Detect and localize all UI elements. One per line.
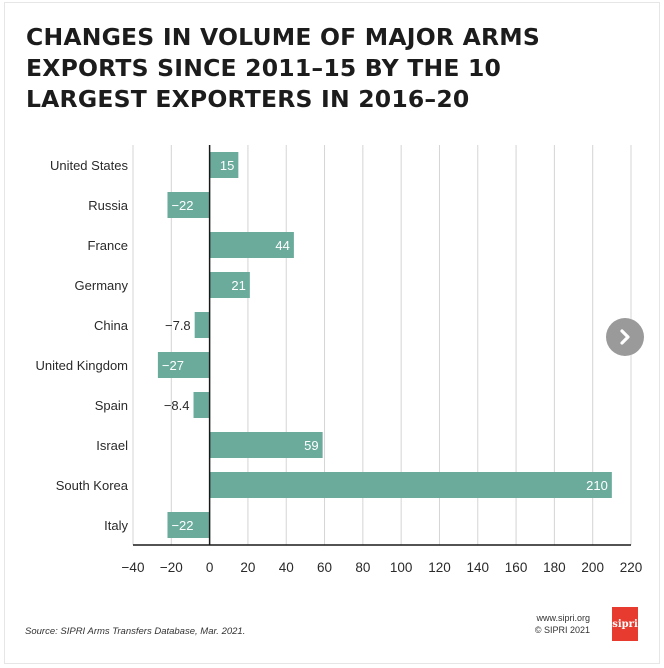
chart-frame — [4, 2, 660, 664]
x-tick-label: 40 — [279, 560, 294, 575]
value-label: −22 — [171, 518, 193, 533]
website-link[interactable]: www.sipri.org — [536, 613, 590, 623]
bar-1 — [167, 192, 210, 218]
category-label: Russia — [88, 198, 129, 213]
category-label: France — [88, 238, 128, 253]
category-label: Italy — [104, 518, 128, 533]
next-slide-button[interactable] — [606, 318, 644, 356]
chevron-right-icon — [620, 329, 630, 345]
x-tick-label: −40 — [122, 560, 145, 575]
x-tick-label: 220 — [620, 560, 643, 575]
x-tick-label: −20 — [160, 560, 183, 575]
category-label: Israel — [96, 438, 128, 453]
title-line-2: EXPORTS SINCE 2011–15 BY THE 10 — [26, 54, 502, 82]
x-tick-label: 200 — [581, 560, 604, 575]
x-tick-label: 120 — [428, 560, 451, 575]
value-label: 15 — [220, 158, 234, 173]
title-line-1: CHANGES IN VOLUME OF MAJOR ARMS — [26, 23, 540, 51]
bar-7 — [209, 432, 323, 458]
sipri-logo: sipri — [612, 607, 638, 641]
category-label: United Kingdom — [36, 358, 129, 373]
title-line-3: LARGEST EXPORTERS IN 2016–20 — [26, 85, 470, 113]
bar-6 — [193, 392, 210, 418]
bar-2 — [209, 232, 294, 258]
x-tick-label: 180 — [543, 560, 566, 575]
category-label: Germany — [75, 278, 129, 293]
bar-9 — [167, 512, 210, 538]
bar-3 — [209, 272, 250, 298]
bar-0 — [209, 152, 239, 178]
x-tick-label: 160 — [505, 560, 528, 575]
chart-title: CHANGES IN VOLUME OF MAJOR ARMS EXPORTS … — [26, 22, 586, 115]
x-tick-label: 80 — [355, 560, 370, 575]
value-label: 59 — [304, 438, 318, 453]
bar-4 — [194, 312, 210, 338]
category-label: South Korea — [56, 478, 129, 493]
x-tick-label: 140 — [467, 560, 490, 575]
category-label: China — [94, 318, 129, 333]
x-tick-label: 60 — [317, 560, 332, 575]
value-label: −27 — [162, 358, 184, 373]
value-label: 210 — [586, 478, 608, 493]
credit-block: www.sipri.org © SIPRI 2021 — [500, 612, 590, 636]
category-label: United States — [50, 158, 129, 173]
copyright-text: © SIPRI 2021 — [534, 625, 590, 635]
x-tick-label: 20 — [240, 560, 255, 575]
value-label: −8.4 — [164, 398, 190, 413]
source-note: Source: SIPRI Arms Transfers Database, M… — [25, 626, 246, 637]
bar-5 — [157, 352, 210, 378]
category-label: Spain — [95, 398, 128, 413]
value-label: −22 — [171, 198, 193, 213]
x-tick-label: 0 — [206, 560, 214, 575]
value-label: 21 — [231, 278, 245, 293]
x-tick-label: 100 — [390, 560, 413, 575]
value-label: −7.8 — [165, 318, 191, 333]
value-label: 44 — [275, 238, 289, 253]
bar-8 — [209, 472, 612, 498]
